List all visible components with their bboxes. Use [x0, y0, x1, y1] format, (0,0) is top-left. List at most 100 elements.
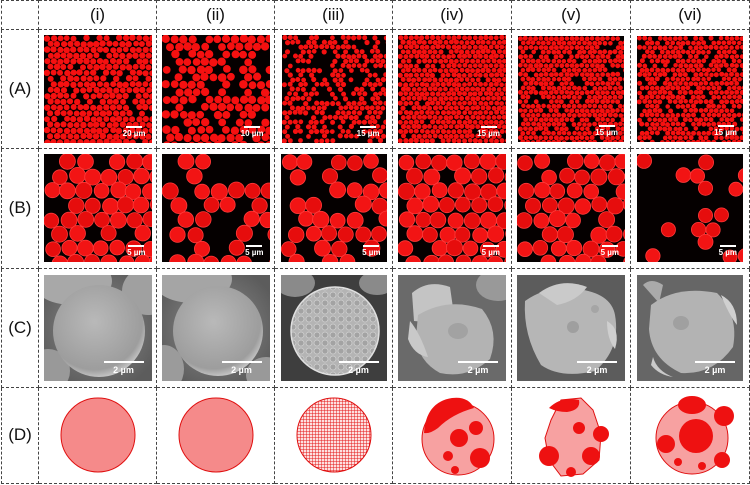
particle [698, 117, 704, 123]
particle [96, 46, 103, 53]
particle [541, 113, 547, 118]
cell-a-ii: 10 µm [156, 29, 275, 150]
particle [740, 45, 743, 50]
row-label-c: (C) [1, 267, 39, 388]
particle [576, 86, 582, 91]
particle [340, 110, 346, 116]
particle [265, 141, 270, 144]
particle [56, 92, 63, 99]
particle [579, 45, 585, 51]
particle [483, 35, 489, 41]
particle [639, 85, 645, 91]
particle [667, 99, 673, 104]
particle [663, 63, 668, 68]
particle [528, 126, 534, 132]
particle [364, 114, 370, 121]
particle [550, 241, 567, 257]
particle [594, 126, 600, 132]
particle [112, 75, 119, 83]
particle [652, 126, 657, 131]
particle [408, 119, 414, 125]
particle [731, 40, 737, 46]
particle [457, 53, 462, 59]
particle [411, 105, 417, 111]
particle [605, 54, 611, 60]
particle [440, 44, 446, 50]
particle [462, 35, 468, 41]
particle [703, 117, 709, 122]
particle [66, 63, 73, 70]
particle [53, 87, 60, 94]
particle [504, 257, 506, 263]
particle [525, 121, 531, 127]
particle [535, 112, 541, 118]
particle [308, 53, 313, 59]
particle [734, 54, 740, 59]
particle [478, 81, 483, 87]
particle [563, 126, 569, 132]
particle [86, 133, 93, 140]
particle [672, 99, 678, 105]
particle [644, 112, 650, 118]
particle [406, 77, 412, 83]
particle [382, 72, 386, 78]
particle [559, 126, 565, 132]
particle [135, 35, 142, 42]
particle [437, 39, 443, 45]
particle [739, 63, 743, 69]
particle [53, 41, 60, 48]
particle [556, 59, 562, 64]
particle [297, 82, 303, 88]
particle [374, 49, 380, 55]
particle [726, 130, 732, 136]
particle [729, 63, 735, 68]
particle [726, 40, 732, 46]
particle [530, 77, 536, 82]
particle [53, 52, 60, 60]
particle [553, 135, 559, 141]
particle [553, 72, 559, 78]
sem-textured-particle [280, 274, 387, 381]
particle [536, 122, 542, 127]
particle [526, 40, 531, 46]
particle [464, 86, 470, 92]
particle [342, 58, 348, 65]
particle [662, 90, 668, 95]
particle [383, 35, 386, 41]
particle [177, 211, 194, 229]
particle [577, 131, 582, 137]
particle [608, 58, 613, 64]
particle [721, 113, 727, 119]
fluorescence-image: 15 µm [518, 36, 624, 143]
particle [432, 58, 438, 64]
particle [533, 36, 539, 42]
particle [543, 81, 549, 87]
particle [670, 139, 676, 143]
particle [212, 35, 221, 44]
particle [161, 182, 179, 200]
particle [448, 105, 454, 111]
particle [556, 130, 562, 136]
particle [667, 126, 673, 132]
particle [660, 140, 665, 143]
particle [499, 129, 505, 135]
particle [693, 63, 699, 69]
particle [583, 154, 600, 170]
particle [665, 130, 671, 136]
particle [187, 80, 196, 90]
scale-bar-label: 15 µm [714, 128, 737, 138]
particle [737, 59, 742, 64]
particle [612, 94, 618, 100]
particle [639, 131, 645, 137]
particle [304, 197, 322, 215]
particle [589, 45, 595, 51]
particle [741, 113, 743, 118]
particle [462, 110, 468, 116]
cell-a-vi: 15 µm [630, 29, 750, 150]
fluorescence-image: 15 µm [281, 35, 386, 144]
particle [281, 35, 287, 41]
particle [128, 127, 135, 134]
particle [662, 117, 668, 123]
particle [713, 89, 719, 95]
